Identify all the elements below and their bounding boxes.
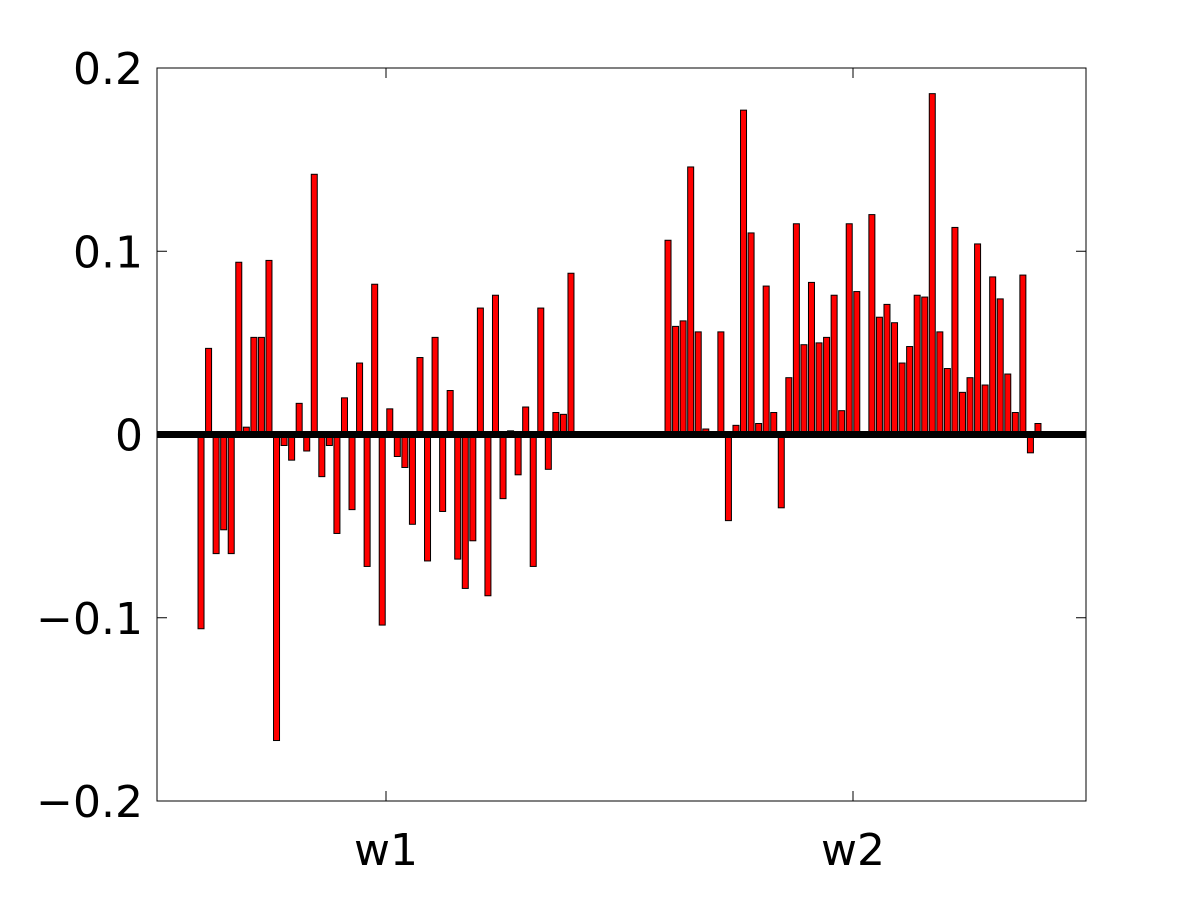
- bar-w2-5: [694, 331, 702, 436]
- bar-w2-32: [898, 362, 906, 435]
- bar-w1-5: [227, 434, 235, 555]
- bar-w1-23: [363, 434, 371, 567]
- x-tick-labels: w1 w2: [354, 825, 885, 876]
- bar-w2-22: [823, 336, 831, 435]
- bar-w1-33: [439, 434, 447, 512]
- bar-w2-18: [792, 223, 800, 435]
- bar-w2-28: [868, 214, 876, 435]
- bar-w2-1: [664, 239, 672, 435]
- bar-w1-39: [484, 434, 492, 597]
- bar-w1-1: [197, 434, 205, 630]
- bar-w1-25: [378, 434, 386, 626]
- bar-w2-11: [740, 109, 748, 436]
- bar-w1-36: [461, 434, 469, 589]
- bar-w2-41: [966, 377, 974, 436]
- bar-w1-32: [431, 336, 439, 435]
- bar-w1-11: [273, 434, 281, 742]
- bar-w1-37: [469, 434, 477, 542]
- bar-w2-39: [951, 226, 959, 435]
- y-tick-label: −0.2: [36, 777, 143, 828]
- bar-w1-35: [454, 434, 462, 560]
- y-tick-label: −0.1: [36, 594, 143, 645]
- bar-w1-47: [544, 434, 552, 470]
- bar-w2-29: [875, 316, 883, 435]
- bar-w2-42: [974, 243, 982, 435]
- bar-w2-3: [679, 320, 687, 436]
- bar-w2-48: [1019, 274, 1027, 436]
- bar-w2-14: [762, 285, 770, 435]
- bar-w2-43: [981, 384, 989, 435]
- y-tick-label: 0: [115, 411, 143, 462]
- bar-w1-40: [491, 294, 499, 436]
- y-tick-labels: −0.2 −0.1 0 0.1 0.2: [36, 44, 143, 828]
- bar-w1-31: [424, 434, 432, 562]
- bar-w2-38: [943, 368, 951, 435]
- bar-w2-8: [717, 331, 725, 436]
- bar-w1-34: [446, 390, 454, 435]
- y-tick-label: 0.2: [73, 44, 143, 95]
- bar-w2-2: [672, 325, 680, 436]
- bar-w1-20: [340, 397, 348, 436]
- bar-w1-2: [205, 347, 213, 435]
- bar-w2-31: [891, 322, 899, 435]
- bar-w1-4: [220, 434, 228, 531]
- bar-w1-28: [401, 434, 409, 468]
- bar-w2-46: [1004, 373, 1012, 435]
- bar-w1-43: [514, 434, 522, 476]
- bar-w1-22: [356, 362, 364, 435]
- bar-w2-16: [777, 434, 785, 509]
- bar-w2-21: [815, 342, 823, 435]
- bar-w2-20: [807, 281, 815, 435]
- bar-w1-41: [499, 434, 507, 500]
- bar-w2-12: [747, 232, 755, 435]
- bar-w1-45: [529, 434, 537, 567]
- y-tick-label: 0.1: [73, 227, 143, 278]
- bar-w2-25: [845, 223, 853, 435]
- bar-w2-26: [853, 291, 861, 435]
- bar-w2-45: [996, 298, 1004, 435]
- bar-w1-14: [295, 402, 303, 436]
- bar-w1-29: [408, 434, 416, 525]
- x-tick-marks: [385, 68, 854, 801]
- bar-w1-8: [250, 336, 258, 435]
- bar-w2-9: [724, 434, 732, 522]
- bar-w1-46: [537, 307, 545, 435]
- bar-w1-26: [386, 408, 394, 436]
- bar-w1-21: [348, 434, 356, 511]
- bar-w1-24: [371, 283, 379, 435]
- bar-w1-50: [567, 272, 575, 435]
- x-tick-label-w1: w1: [354, 825, 418, 876]
- bar-w1-16: [310, 173, 318, 435]
- bar-w1-30: [416, 357, 424, 435]
- bar-w1-3: [212, 434, 220, 555]
- bar-w2-40: [958, 391, 966, 436]
- bar-w1-44: [522, 406, 530, 436]
- bar-w2-24: [838, 410, 846, 435]
- bar-w1-13: [288, 434, 296, 461]
- bar-w2-17: [785, 377, 793, 436]
- bar-w1-6: [235, 261, 243, 435]
- bar-w1-38: [476, 307, 484, 435]
- bar-w2-33: [906, 346, 914, 436]
- x-tick-label-w2: w2: [821, 825, 885, 876]
- bar-w2-23: [830, 294, 838, 436]
- bar-w1-17: [318, 434, 326, 478]
- bar-w2-4: [687, 166, 695, 436]
- bar-w2-44: [989, 276, 997, 435]
- bar-w2-34: [913, 294, 921, 436]
- bar-w1-19: [333, 434, 341, 534]
- bar-w2-19: [800, 344, 808, 435]
- bar-w2-30: [883, 303, 891, 435]
- bar-w2-36: [928, 93, 936, 435]
- bar-w2-35: [921, 296, 929, 435]
- bar-w2-37: [936, 331, 944, 436]
- bar-w1-9: [257, 336, 265, 435]
- bar-w1-10: [265, 259, 273, 435]
